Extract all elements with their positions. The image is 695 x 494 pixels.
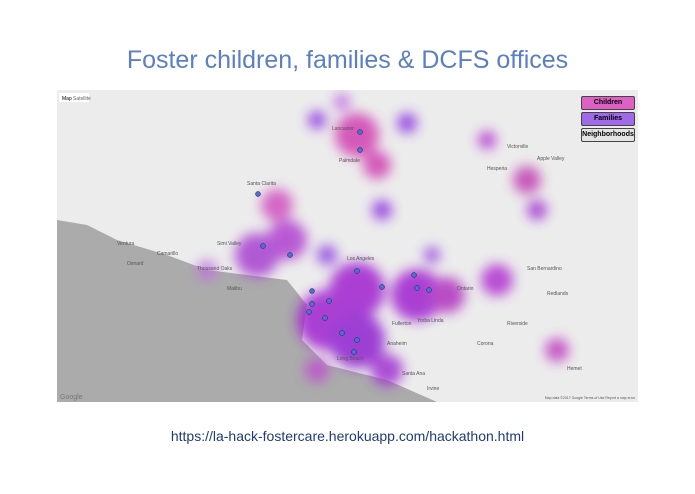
attribution: Google [60, 394, 83, 401]
place-label: Corona [477, 341, 494, 347]
place-label: Riverside [507, 321, 528, 327]
place-label: Ventura [117, 241, 134, 247]
map-tab[interactable]: Map [62, 96, 72, 102]
map-footer: Map data ©2017 Google Terms of Use Repor… [545, 396, 636, 400]
place-label: Apple Valley [537, 156, 565, 162]
ocean [57, 220, 437, 402]
place-label: Santa Ana [402, 371, 425, 377]
place-label: Hemet [567, 366, 582, 372]
toggle-button[interactable]: Neighborhoods [581, 128, 635, 142]
link-url[interactable]: https://la-hack-fostercare.herokuapp.com… [170, 428, 525, 444]
map[interactable]: Lancaster Palmdale Victorville Hesperia Appl… [57, 90, 638, 402]
place-label: Los Angeles [347, 256, 375, 262]
place-label: San Bernardino [527, 266, 562, 272]
map-tab[interactable]: Satellite [73, 96, 91, 102]
place-label: Hesperia [487, 166, 507, 172]
place-label: Long Beach [337, 356, 364, 362]
place-label: Victorville [507, 144, 529, 150]
place-label: Ontario [457, 286, 474, 292]
toggle-button[interactable]: Families [581, 112, 635, 126]
place-label: Lancaster [332, 126, 354, 132]
place-label: Redlands [547, 291, 569, 297]
place-label: Simi Valley [217, 241, 242, 247]
place-label: Fullerton [392, 321, 412, 327]
place-label: Oxnard [127, 261, 144, 267]
place-label: Camarillo [157, 251, 178, 257]
place-label: Anaheim [387, 341, 407, 347]
office-markers [255, 129, 432, 355]
place-label: Irvine [427, 386, 439, 392]
toggle-button[interactable]: Children [581, 96, 635, 110]
place-label: Yorba Linda [417, 318, 444, 324]
place-label: Santa Clarita [247, 181, 276, 187]
map-type-control [59, 93, 89, 102]
place-label: Malibu [227, 286, 242, 292]
slide-title: Foster children, families & DCFS offices [126, 46, 569, 74]
place-label: Thousand Oaks [197, 266, 233, 272]
place-label: Palmdale [339, 158, 360, 164]
